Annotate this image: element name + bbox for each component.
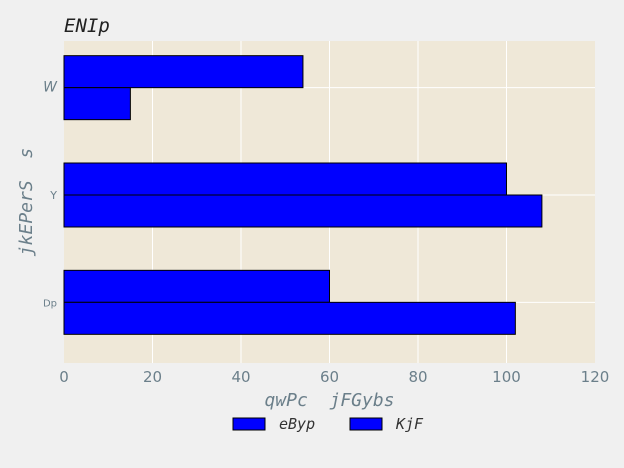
legend-swatch-series-1	[232, 417, 266, 431]
bar-1-3	[63, 269, 330, 303]
x-tick-label: 80	[408, 368, 427, 386]
legend-label-series-1: eByp	[279, 415, 315, 433]
x-tick-label: 0	[59, 368, 69, 386]
legend-swatch-series-2	[349, 417, 383, 431]
bar-1-1	[63, 55, 304, 89]
x-tick-labels: 0 20 40 60 80 100 120	[59, 368, 609, 386]
bars	[63, 55, 543, 335]
y-tick-label: Y	[49, 189, 57, 202]
y-tick-label: Dp	[43, 298, 57, 309]
y-axis-label: jkEPerS s	[16, 148, 37, 256]
x-tick-label: 120	[581, 368, 610, 386]
x-tick-label: 60	[320, 368, 339, 386]
chart-title: ENIp	[64, 15, 110, 37]
x-tick-label: 100	[492, 368, 521, 386]
x-axis-label: qwPc jFGybs	[264, 390, 394, 411]
y-tick-labels: W Y Dp	[43, 80, 58, 310]
y-tick-label: W	[43, 80, 58, 96]
x-tick-label: 20	[143, 368, 162, 386]
bar-2-1	[63, 87, 131, 121]
x-tick-label: 40	[231, 368, 250, 386]
bar-2-3	[63, 301, 516, 335]
legend: eByp KjF	[232, 415, 424, 433]
bar-2-2	[63, 194, 543, 228]
legend-label-series-2: KjF	[395, 415, 424, 433]
bar-1-2	[63, 162, 507, 196]
